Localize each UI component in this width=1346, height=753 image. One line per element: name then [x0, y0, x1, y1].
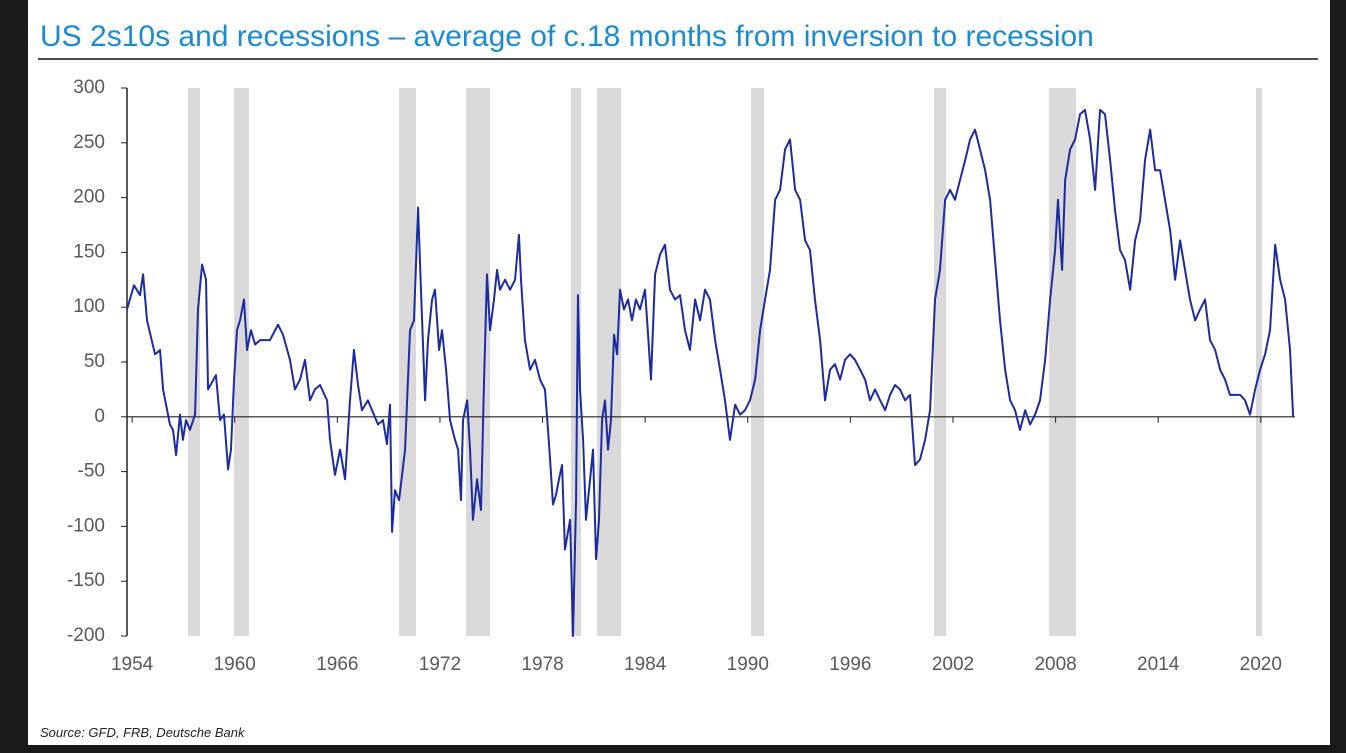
x-tick-label: 1972 [419, 654, 461, 675]
y-tick-label: 0 [94, 406, 105, 427]
x-tick-label: 1996 [829, 654, 871, 675]
y-tick-label: 250 [73, 132, 105, 153]
x-tick-label: 2020 [1240, 654, 1282, 675]
y-tick-label: 300 [73, 77, 105, 98]
y-tick-label: 150 [73, 241, 105, 262]
x-tick-label: 2014 [1137, 654, 1180, 675]
x-tick-label: 1990 [727, 654, 769, 675]
y-tick-label: -150 [67, 570, 105, 591]
recession-band [1256, 88, 1262, 636]
y-tick-label: 100 [73, 296, 105, 317]
recession-band [1049, 88, 1077, 636]
panel [28, 0, 1330, 745]
source-note: Source: GFD, FRB, Deutsche Bank [40, 725, 246, 740]
recession-band [234, 88, 249, 636]
y-tick-label: -100 [67, 515, 105, 536]
data-line [126, 108, 1295, 637]
y-tick-label: -200 [67, 625, 105, 646]
x-tick-label: 1960 [214, 654, 256, 675]
x-tick-label: 1978 [521, 654, 563, 675]
chart-title: US 2s10s and recessions – average of c.1… [40, 20, 1094, 53]
x-tick-label: 2008 [1034, 654, 1076, 675]
x-tick-label: 2002 [932, 654, 974, 675]
x-tick-label: 1954 [111, 654, 154, 675]
recession-band [465, 88, 491, 636]
recession-band [933, 88, 947, 636]
recession-band [570, 88, 582, 636]
recession-band [597, 88, 622, 636]
x-tick-label: 1966 [316, 654, 358, 675]
y-tick-label: 50 [84, 351, 105, 372]
y-tick-label: 200 [73, 187, 105, 208]
recession-band [399, 88, 417, 636]
x-tick-label: 1984 [624, 654, 667, 675]
recession-band [188, 88, 201, 636]
y-tick-label: -50 [78, 461, 105, 482]
